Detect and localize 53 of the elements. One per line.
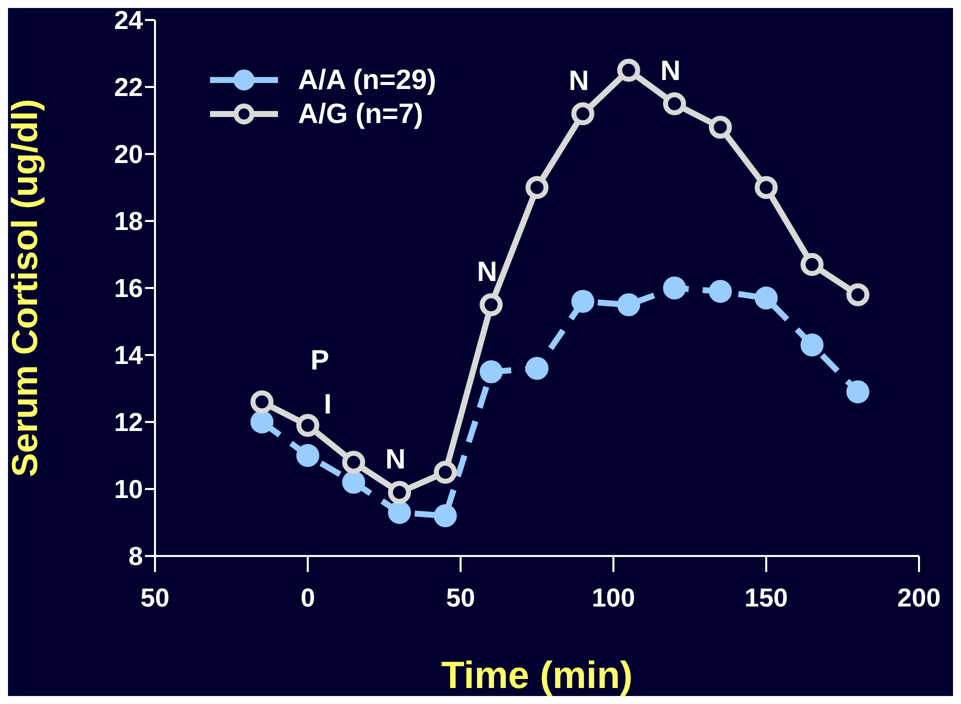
point: [388, 480, 411, 504]
y-tick-label: 20: [114, 139, 143, 170]
point: [800, 333, 824, 356]
point: [526, 356, 548, 380]
point: [663, 276, 686, 300]
annotation: I: [324, 388, 332, 420]
legend-label: A/A (n=29): [298, 63, 436, 97]
annotation: N: [477, 256, 498, 287]
y-tick-label: 22: [114, 72, 143, 102]
x-tick-label: 0: [300, 582, 316, 612]
point: [296, 444, 320, 467]
point: [800, 253, 824, 276]
annotation: P: [310, 344, 330, 376]
annotation: N: [568, 64, 589, 96]
point: [846, 283, 870, 306]
annotation: N: [385, 443, 406, 474]
point: [434, 460, 457, 484]
point: [342, 450, 366, 474]
point: [342, 470, 366, 494]
point: [754, 286, 778, 310]
point: [846, 380, 870, 404]
point: [250, 410, 274, 434]
point: [434, 504, 457, 528]
point: [526, 176, 548, 199]
x-tick-label: 200: [897, 582, 941, 612]
y-tick-label: 10: [114, 474, 143, 504]
x-tick-label: 50: [446, 582, 476, 612]
point: [708, 116, 732, 139]
point: [571, 102, 594, 126]
x-tick-label: 150: [744, 582, 788, 612]
y-tick-label: 14: [114, 340, 144, 370]
point: [480, 293, 503, 316]
legend-label: A/G (n=7): [298, 97, 424, 131]
point: [571, 290, 594, 313]
point: [754, 176, 778, 199]
point: [388, 500, 411, 524]
y-axis-title: Serum Cortisol (ug/dl): [4, 99, 45, 477]
x-axis-title: Time (min): [441, 655, 633, 697]
x-tick-label: 50: [140, 582, 170, 612]
point: [663, 92, 686, 116]
point: [617, 58, 640, 82]
point: [617, 293, 640, 316]
y-tick-label: 18: [114, 206, 143, 236]
y-tick-label: 12: [114, 407, 143, 438]
point: [296, 414, 320, 437]
y-tick-label: 8: [128, 541, 143, 572]
x-tick-label: 100: [592, 582, 636, 612]
point: [708, 280, 732, 303]
point: [480, 360, 503, 384]
y-tick-label: 16: [114, 273, 143, 304]
y-tick-label: 24: [114, 5, 144, 36]
point: [250, 390, 274, 414]
annotation: N: [660, 54, 681, 86]
